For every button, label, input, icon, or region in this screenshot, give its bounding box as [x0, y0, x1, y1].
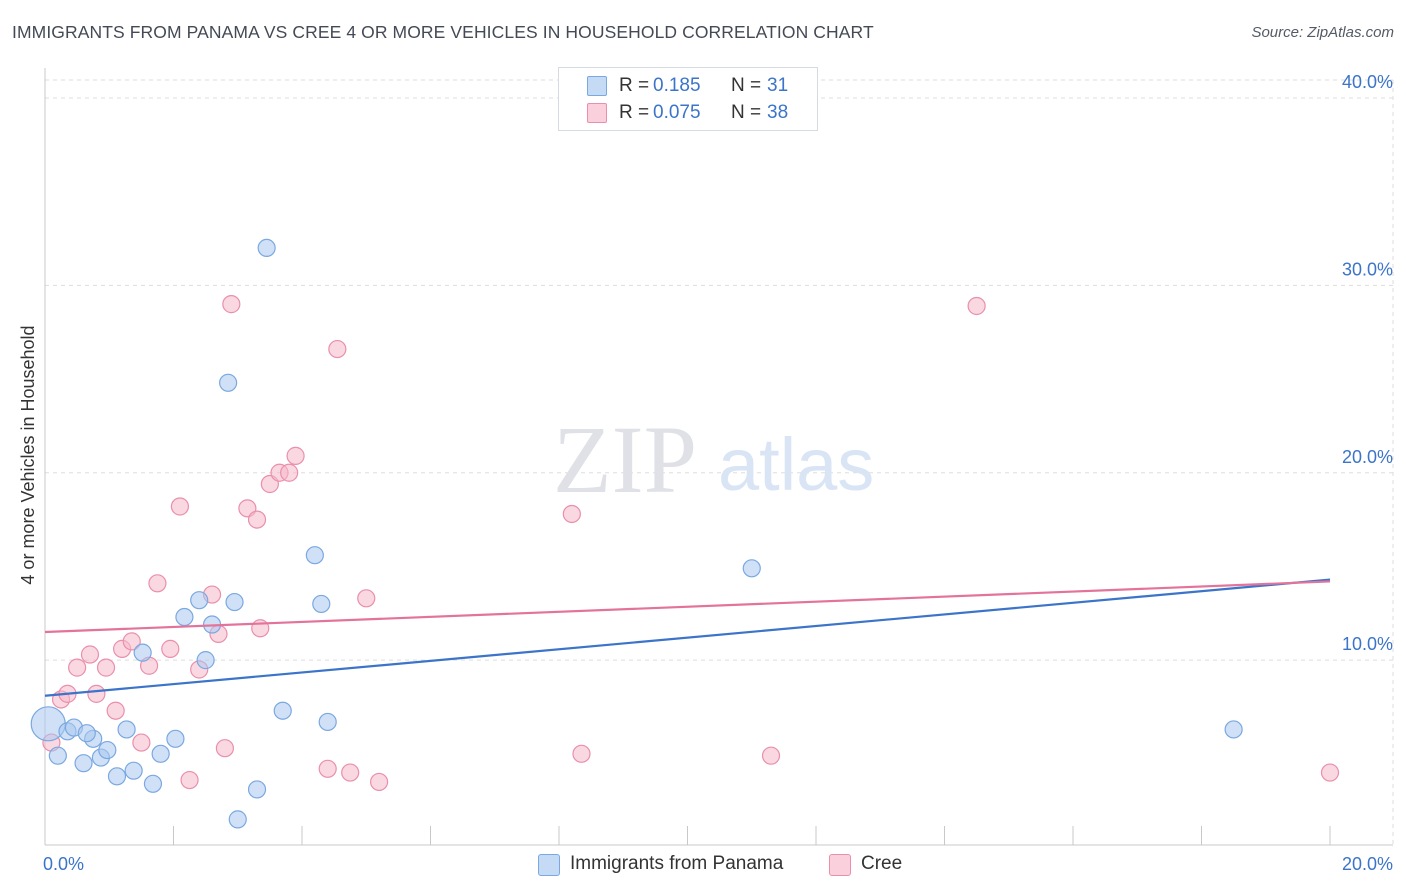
- cree-point: [357, 589, 376, 608]
- panama-point: [247, 780, 267, 799]
- cree-point: [122, 632, 141, 651]
- series-legend: Immigrants from Panama Cree: [0, 852, 1406, 878]
- cree-point: [1320, 763, 1340, 782]
- panama-point: [312, 594, 331, 614]
- cree-point: [286, 446, 305, 465]
- x-tick-label: 20.0%: [1342, 854, 1393, 874]
- panama-trend-line: [44, 578, 1331, 697]
- panama-point: [133, 643, 152, 662]
- n-value: 38: [767, 102, 789, 123]
- cree-point: [215, 739, 234, 758]
- cree-point: [318, 759, 337, 778]
- legend-swatch-pink: [587, 103, 607, 123]
- y-tick-label: 20.0%: [1342, 447, 1393, 467]
- panama-point: [98, 740, 117, 760]
- trend-lines: [44, 578, 1331, 697]
- watermark-zip: ZIP: [553, 406, 697, 513]
- panama-point: [228, 810, 247, 829]
- tick-labels: 10.0% 20.0% 30.0% 40.0% 0.0% 20.0%: [43, 72, 1393, 874]
- y-tick-label: 40.0%: [1342, 72, 1393, 92]
- chart-title: IMMIGRANTS FROM PANAMA VS CREE 4 OR MORE…: [12, 22, 874, 42]
- cree-point: [222, 295, 241, 314]
- panama-point: [143, 774, 163, 793]
- cree-point: [96, 658, 116, 677]
- panama-point: [225, 592, 244, 612]
- panama-point: [151, 744, 170, 763]
- r-label: R =: [619, 102, 650, 123]
- panama-point: [257, 238, 276, 257]
- cree-point: [106, 701, 125, 720]
- panama-point: [318, 712, 337, 732]
- panama-point: [273, 701, 292, 720]
- cree-point: [370, 772, 389, 792]
- y-tick-label: 10.0%: [1342, 634, 1393, 654]
- source-label: Source: ZipAtlas.com: [1251, 24, 1394, 41]
- watermark-atlas: atlas: [718, 423, 874, 506]
- cree-point: [148, 574, 167, 593]
- panama-point: [117, 720, 136, 739]
- legend-label-cree: Cree: [861, 853, 903, 874]
- panama-point: [305, 546, 324, 565]
- panama-point: [48, 746, 67, 765]
- r-label: R =: [619, 75, 650, 96]
- panama-point: [1224, 720, 1243, 739]
- panama-point: [175, 607, 194, 627]
- panama-point: [190, 591, 209, 610]
- panama-point: [74, 754, 93, 773]
- r-value: 0.185: [653, 75, 701, 96]
- legend-swatch-blue: [587, 76, 607, 96]
- legend-label-panama: Immigrants from Panama: [570, 853, 784, 874]
- x-tick-label: 0.0%: [43, 854, 84, 874]
- legend-swatch-pink: [829, 854, 851, 876]
- cree-point: [161, 639, 180, 658]
- panama-point: [124, 761, 143, 780]
- cree-point: [180, 770, 199, 790]
- y-axis-label: 4 or more Vehicles in Household: [18, 325, 38, 584]
- r-value: 0.075: [653, 102, 701, 123]
- data-points: [30, 238, 1340, 829]
- panama-point: [77, 724, 96, 743]
- cree-point: [280, 463, 299, 482]
- n-label: N =: [731, 75, 762, 96]
- cree-point: [341, 763, 360, 782]
- cree-trend-line: [44, 580, 1331, 634]
- cree-point: [562, 504, 581, 524]
- watermark: ZIP atlas: [553, 406, 874, 513]
- panama-point: [107, 767, 127, 786]
- cree-point: [328, 339, 347, 359]
- cree-point: [572, 744, 591, 763]
- panama-point: [196, 651, 215, 670]
- cree-point: [132, 733, 151, 752]
- cree-point: [87, 684, 106, 703]
- cree-point: [80, 645, 100, 664]
- n-value: 31: [767, 75, 789, 96]
- panama-point: [166, 729, 185, 748]
- cree-point: [761, 746, 781, 765]
- cree-point: [967, 296, 986, 316]
- n-label: N =: [731, 102, 762, 123]
- y-tick-label: 30.0%: [1342, 259, 1393, 279]
- correlation-legend: R = 0.185 N = 31 R = 0.075 N = 38: [558, 67, 818, 131]
- cree-point: [68, 658, 87, 677]
- panama-point: [219, 373, 238, 392]
- legend-swatch-blue: [538, 854, 560, 876]
- panama-point: [742, 559, 761, 578]
- cree-point: [247, 510, 267, 529]
- cree-point: [170, 497, 190, 516]
